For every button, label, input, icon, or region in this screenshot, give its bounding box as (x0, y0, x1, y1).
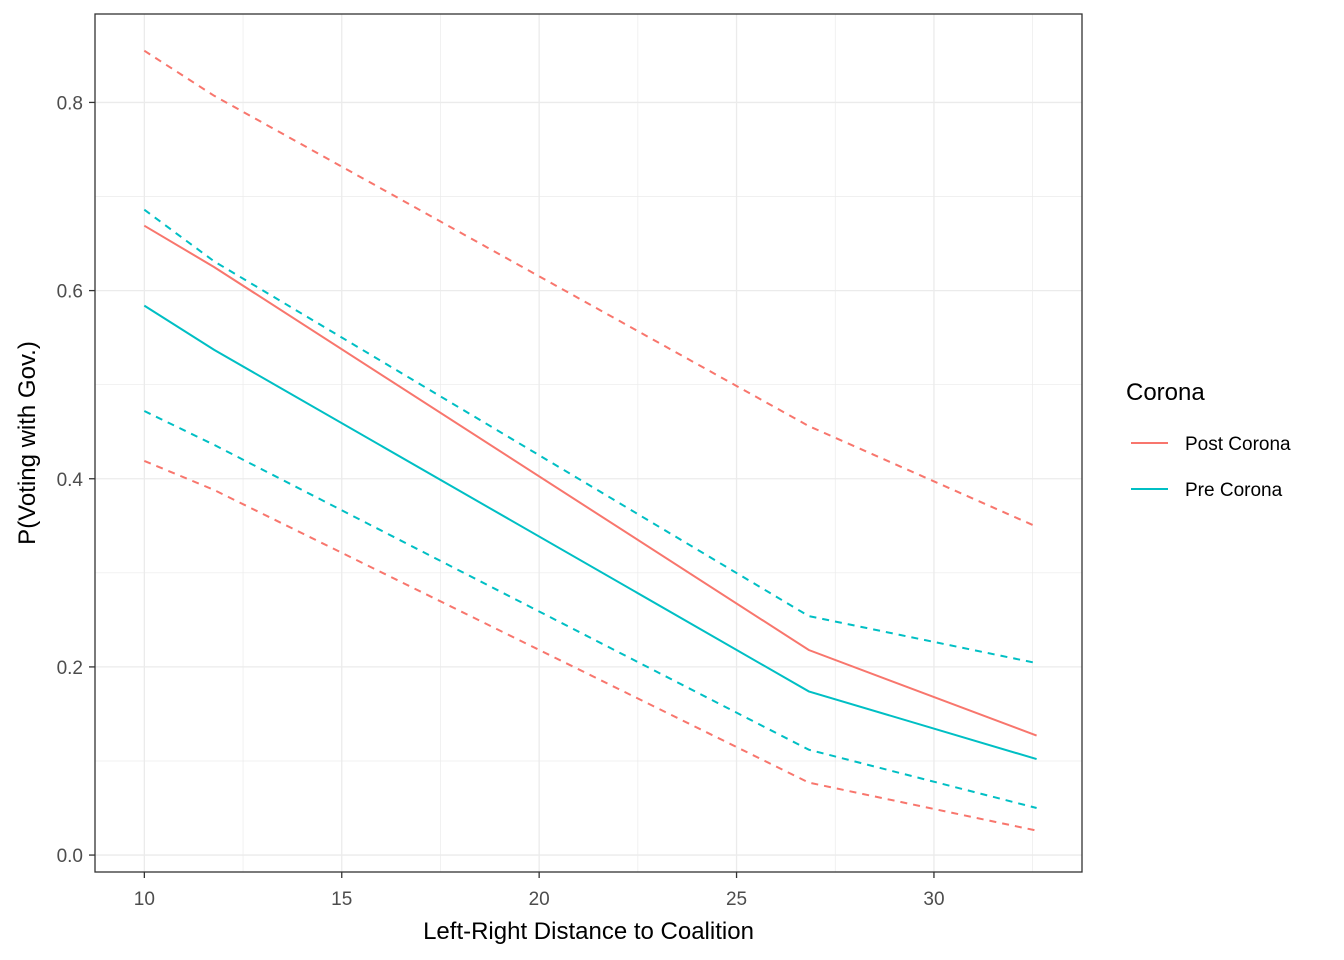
lower-bound-line-post-corona (143, 459, 1037, 832)
estimate-line-pre-corona (143, 304, 1037, 761)
grid-minor (95, 14, 1082, 872)
plot-background (95, 14, 1082, 872)
upper-bound-line-post-corona (143, 49, 1038, 528)
x-tick-label: 30 (923, 889, 944, 910)
x-tick-label: 20 (529, 889, 550, 910)
estimate-line-post-corona (143, 224, 1037, 737)
y-tick-label: 0.6 (57, 282, 83, 303)
x-tick-label: 10 (134, 889, 155, 910)
grid-major (95, 14, 1082, 872)
lower-bound-line-pre-corona (143, 410, 1037, 809)
legend: Corona Post Corona Pre Corona (1126, 379, 1291, 501)
plot-panel-border (94, 13, 1083, 873)
y-axis-title: P(Voting with Gov.) (14, 341, 41, 545)
x-axis: 10 15 20 25 30 (134, 872, 945, 910)
upper-bound-line-pre-corona (143, 208, 1037, 665)
y-tick-label: 0.0 (57, 846, 83, 867)
y-tick-label: 0.2 (57, 658, 83, 679)
legend-entry-pre-corona: Pre Corona (1131, 480, 1283, 501)
y-tick-label: 0.4 (57, 470, 84, 491)
legend-label-pre-corona: Pre Corona (1185, 480, 1283, 501)
legend-title: Corona (1126, 379, 1205, 406)
series-lines (143, 49, 1038, 832)
y-axis: 0.0 0.2 0.4 0.6 0.8 (57, 93, 95, 867)
x-tick-label: 15 (331, 889, 352, 910)
x-axis-title: Left-Right Distance to Coalition (423, 918, 754, 945)
legend-label-post-corona: Post Corona (1185, 434, 1291, 455)
x-tick-label: 25 (726, 889, 747, 910)
legend-entry-post-corona: Post Corona (1131, 434, 1291, 455)
y-tick-label: 0.8 (57, 93, 83, 114)
